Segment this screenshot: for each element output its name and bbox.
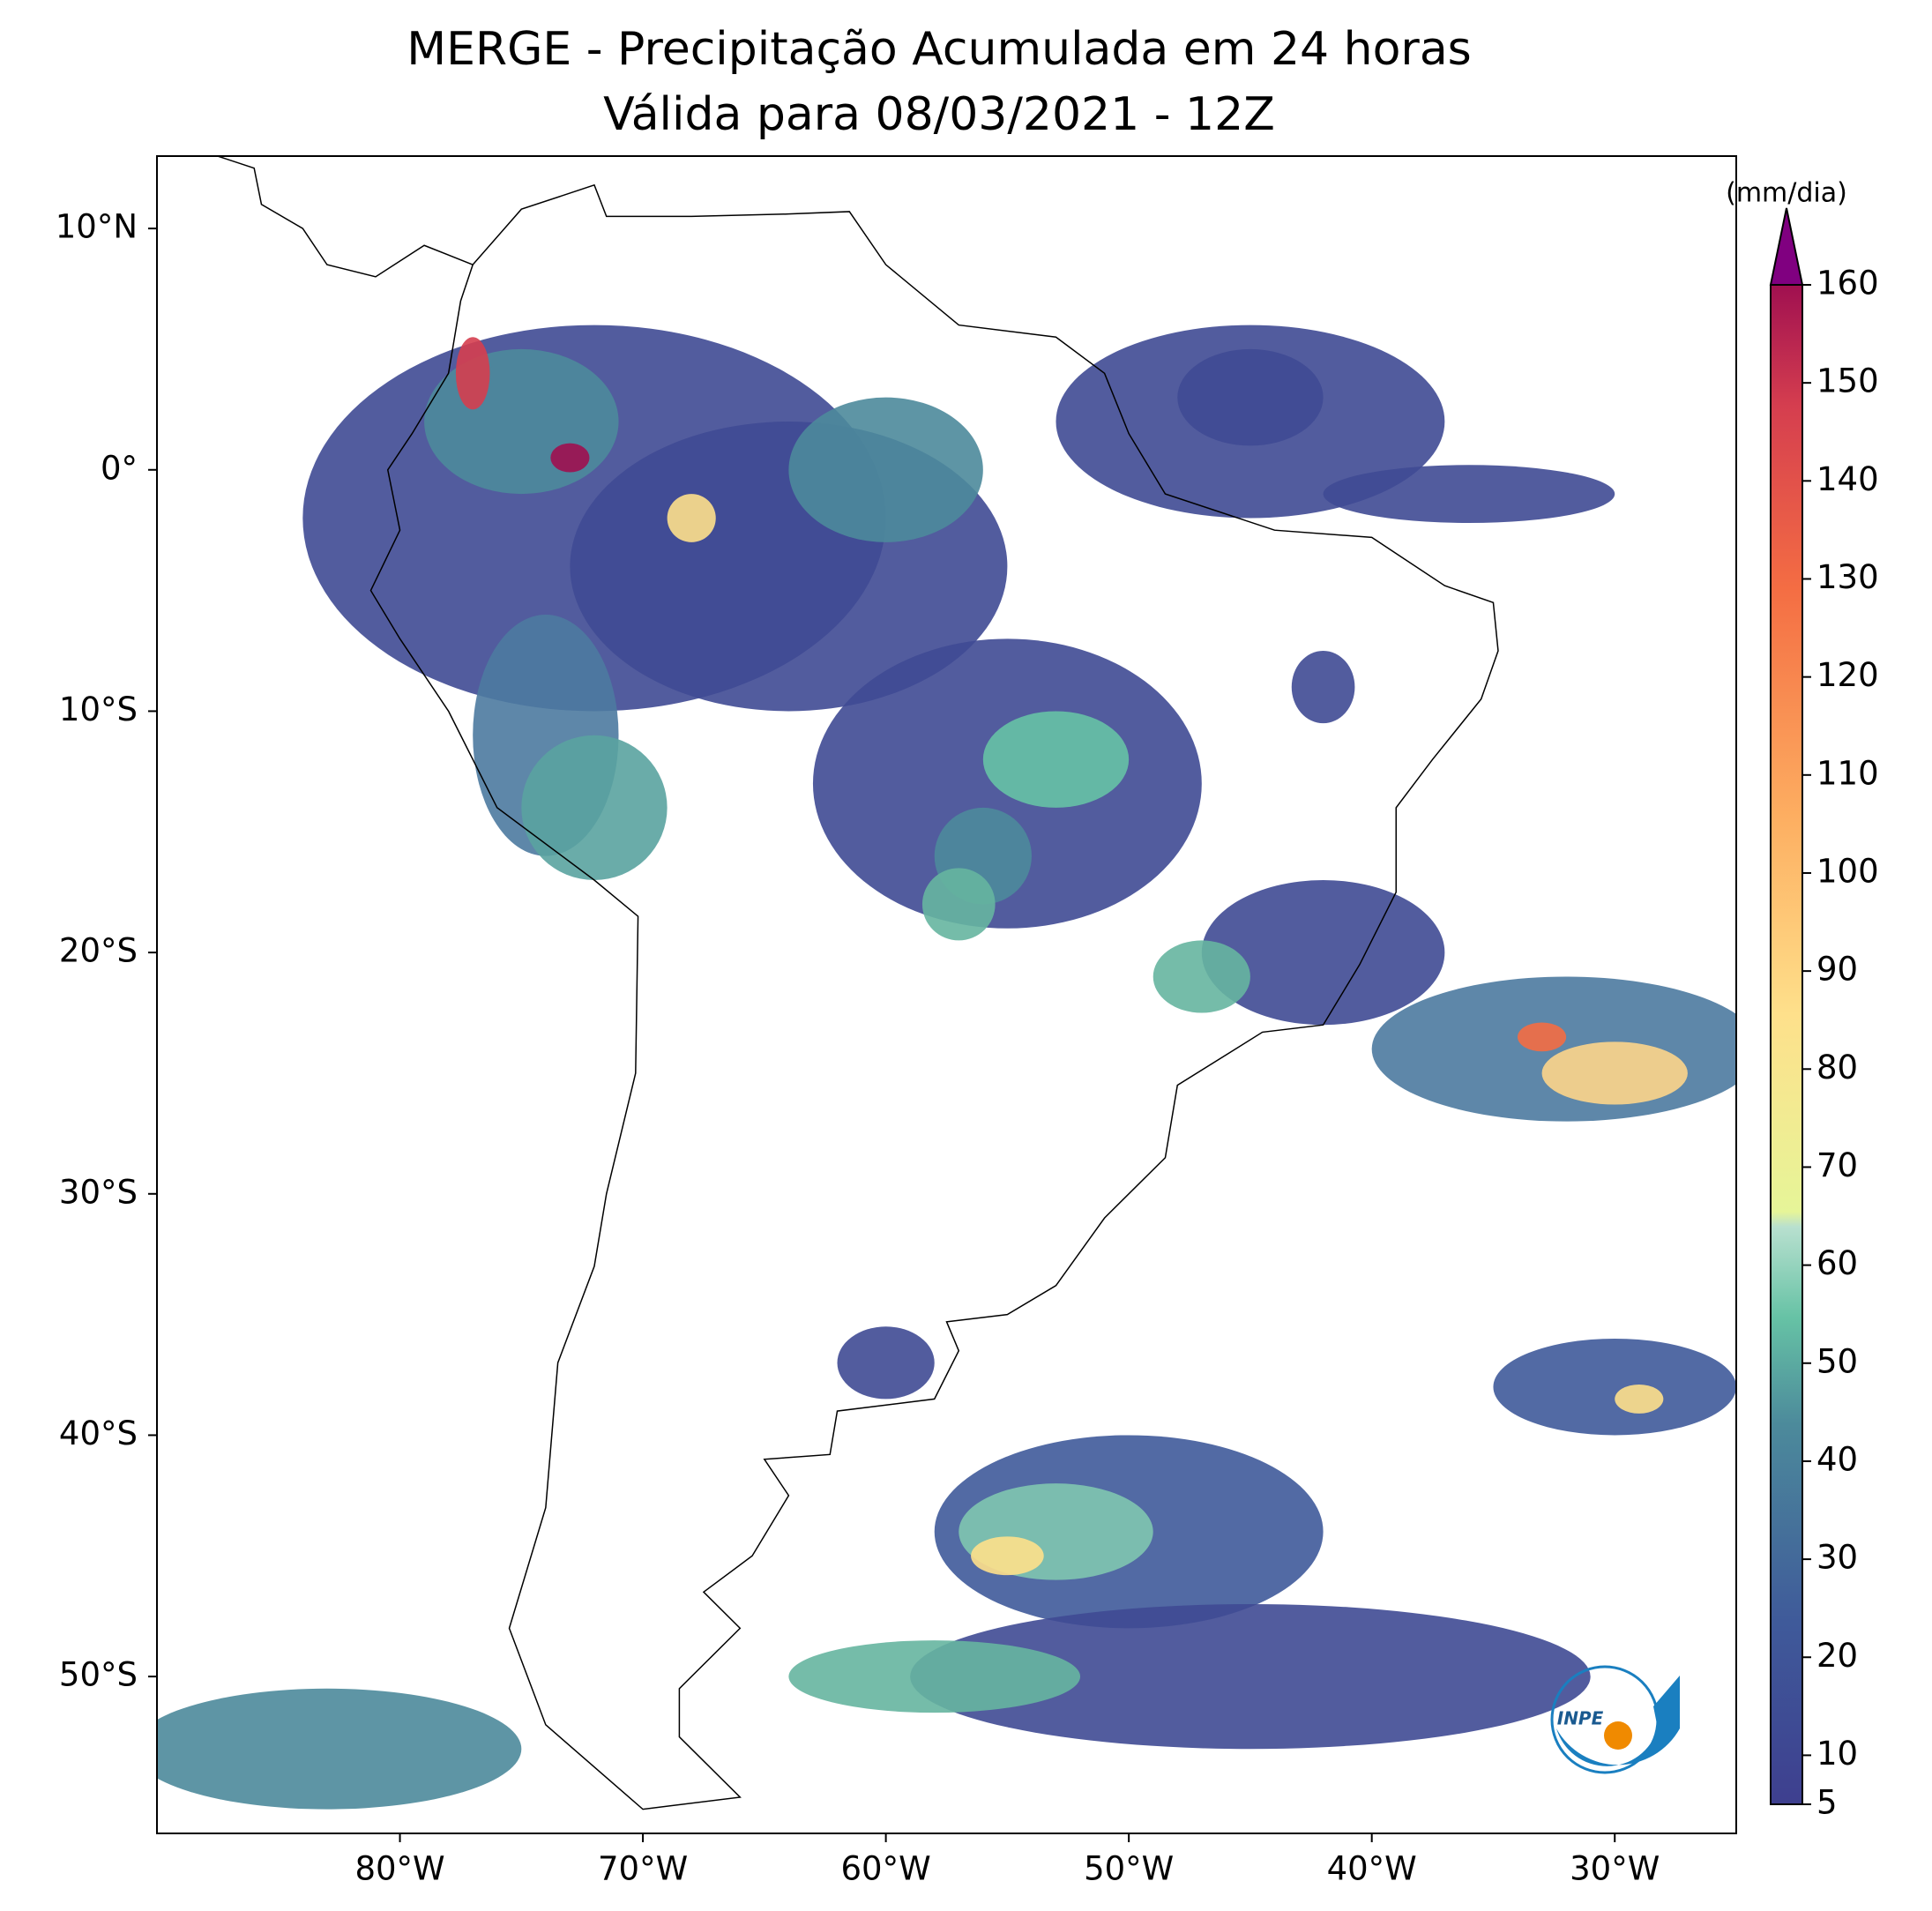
colorbar-label: (mm/dia) xyxy=(1726,178,1847,209)
y-tick-label: 10°N xyxy=(56,208,138,246)
precip-area xyxy=(550,443,590,473)
colorbar-tick-label: 5 xyxy=(1816,1784,1838,1822)
precip-area xyxy=(971,1536,1044,1576)
precip-area xyxy=(921,868,996,941)
precip-area xyxy=(1177,348,1324,446)
colorbar-tick-label: 140 xyxy=(1816,460,1879,498)
y-tick-label: 20°S xyxy=(59,932,138,970)
y-tick-label: 0° xyxy=(101,449,138,487)
precip-area xyxy=(1201,880,1445,1026)
y-tick-label: 50°S xyxy=(59,1656,138,1694)
coastline xyxy=(217,156,1499,1810)
coast-line xyxy=(369,183,1499,1810)
x-tick-label: 60°W xyxy=(841,1850,931,1888)
precip-area xyxy=(667,494,716,542)
precip-area xyxy=(1323,465,1615,523)
title: MERGE - Precipitação Acumulada em 24 hor… xyxy=(407,23,1472,76)
precip-area xyxy=(910,1604,1591,1750)
colorbar-tick-label: 30 xyxy=(1816,1539,1858,1577)
colorbar-tick-label: 90 xyxy=(1816,951,1858,989)
colorbar: (mm/dia) 5 10 20 30 40 50 60 70 80 90 100 110 120 130… xyxy=(1726,178,1878,1822)
x-tick-label: 70°W xyxy=(598,1850,688,1888)
colorbar-tick-label: 10 xyxy=(1816,1735,1858,1773)
y-tick-label: 30°S xyxy=(59,1173,138,1211)
subtitle: Válida para 08/03/2021 - 12Z xyxy=(603,88,1275,141)
precip-area xyxy=(424,348,619,495)
map-frame xyxy=(156,155,1737,1834)
colorbar-tick-label: 130 xyxy=(1816,558,1879,596)
precip-area xyxy=(1152,940,1250,1013)
colorbar-tick-label: 100 xyxy=(1816,852,1879,890)
x-tick-label: 40°W xyxy=(1327,1850,1417,1888)
logo: INPE xyxy=(1550,1665,1680,1774)
precip-area xyxy=(1371,976,1736,1122)
precip-area xyxy=(837,1326,935,1400)
colorbar-tick-label: 40 xyxy=(1816,1440,1858,1478)
precip-area xyxy=(1493,1338,1736,1436)
precip-area xyxy=(455,337,490,410)
precipitation-field xyxy=(157,325,1736,1810)
colorbar-tick-label: 120 xyxy=(1816,656,1879,694)
colorbar-body xyxy=(1770,284,1803,1805)
precip-area xyxy=(1541,1041,1688,1105)
precip-area xyxy=(788,397,983,542)
precip-area xyxy=(1291,651,1355,724)
x-tick-label: 30°W xyxy=(1570,1850,1660,1888)
precip-area xyxy=(1518,1022,1567,1052)
logo-dot xyxy=(1604,1721,1632,1750)
x-tick-label: 50°W xyxy=(1084,1850,1174,1888)
x-tick-label: 80°W xyxy=(354,1850,444,1888)
logo-text: INPE xyxy=(1557,1708,1604,1729)
precip-area xyxy=(1615,1384,1664,1414)
y-tick-label: 10°S xyxy=(59,690,138,728)
precip-area xyxy=(521,735,668,881)
precip-area xyxy=(982,711,1130,808)
precip-area xyxy=(157,1688,522,1810)
colorbar-tick-label: 20 xyxy=(1816,1637,1858,1675)
colorbar-tick-label: 60 xyxy=(1816,1244,1858,1282)
colorbar-tick-label: 150 xyxy=(1816,362,1879,400)
colorbar-tick-label: 110 xyxy=(1816,754,1879,792)
colorbar-extend xyxy=(1769,207,1804,286)
y-tick-label: 40°S xyxy=(59,1415,138,1452)
colorbar-tick-label: 70 xyxy=(1816,1146,1858,1184)
colorbar-tick-label: 160 xyxy=(1816,265,1879,302)
coast-line xyxy=(217,156,474,278)
colorbar-tick-label: 50 xyxy=(1816,1342,1858,1380)
colorbar-tick-label: 80 xyxy=(1816,1049,1858,1086)
precip-area xyxy=(788,1640,1081,1713)
